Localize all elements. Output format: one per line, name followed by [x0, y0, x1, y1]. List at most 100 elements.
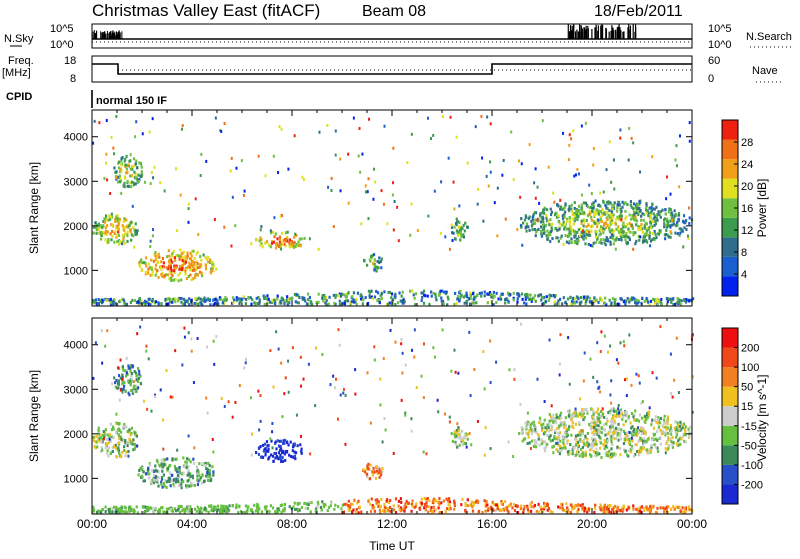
- scatter-cell: [534, 230, 538, 234]
- scatter-cell: [583, 442, 586, 446]
- scatter-cell: [466, 437, 469, 441]
- scatter-cell: [171, 260, 174, 264]
- scatter-cell: [646, 412, 649, 416]
- scatter-cell: [101, 433, 104, 437]
- scatter-cell: [120, 505, 123, 509]
- scatter-cell: [430, 506, 433, 510]
- scatter-cell: [160, 506, 163, 510]
- scatter-cell: [136, 367, 140, 371]
- scatter-cell: [542, 501, 546, 505]
- scatter-cell: [656, 421, 660, 425]
- scatter-cell: [676, 232, 680, 236]
- scatter-cell: [211, 437, 214, 441]
- scatter-cell: [593, 428, 596, 432]
- scatter-cell: [506, 291, 510, 295]
- scatter-cell: [332, 225, 335, 229]
- scatter-cell: [605, 206, 608, 210]
- scatter-cell: [98, 231, 101, 235]
- scatter-cell: [186, 300, 189, 304]
- scatter-cell: [213, 217, 216, 221]
- scatter-cell: [422, 450, 425, 454]
- scatter-cell: [512, 502, 516, 506]
- colorbar-tick-label: 4: [741, 269, 747, 281]
- scatter-cell: [617, 438, 620, 442]
- scatter-cell: [546, 442, 549, 446]
- scatter-cell: [641, 400, 644, 404]
- scatter-cell: [370, 255, 373, 259]
- scatter-cell: [380, 266, 383, 270]
- colorbar-segment: [722, 406, 738, 426]
- scatter-cell: [600, 508, 603, 512]
- scatter-cell: [389, 328, 392, 332]
- scatter-cell: [122, 384, 126, 388]
- scatter-cell: [532, 296, 535, 300]
- scatter-cell: [569, 232, 572, 236]
- scatter-cell: [622, 234, 625, 238]
- scatter-cell: [548, 296, 551, 300]
- scatter-cell: [633, 418, 636, 422]
- scatter-cell: [298, 501, 301, 505]
- scatter-cell: [423, 506, 426, 510]
- scatter-cell: [596, 419, 599, 423]
- scatter-cell: [127, 441, 131, 445]
- scatter-cell: [570, 303, 573, 307]
- scatter-cell: [149, 480, 153, 484]
- scatter-cell: [97, 224, 100, 228]
- scatter-cell: [570, 137, 573, 141]
- scatter-cell: [211, 465, 214, 469]
- scatter-cell: [115, 446, 118, 450]
- scatter-cell: [118, 436, 121, 440]
- scatter-cell: [323, 293, 326, 297]
- scatter-cell: [269, 229, 272, 233]
- scatter-cell: [129, 300, 132, 304]
- scatter-cell: [584, 436, 587, 440]
- scatter-cell: [123, 217, 126, 221]
- scatter-cell: [673, 507, 676, 511]
- scatter-cell: [645, 211, 649, 215]
- scatter-cell: [190, 337, 193, 341]
- scatter-cell: [152, 478, 156, 482]
- scatter-cell: [626, 223, 629, 227]
- power-ylabel: Slant Range [km]: [27, 162, 41, 254]
- scatter-cell: [394, 511, 398, 515]
- scatter-cell: [124, 389, 127, 393]
- scatter-cell: [525, 225, 528, 229]
- scatter-cell: [263, 442, 267, 446]
- scatter-cell: [125, 167, 129, 171]
- scatter-cell: [444, 510, 447, 514]
- scatter-cell: [195, 272, 198, 276]
- scatter-cell: [546, 504, 549, 508]
- scatter-cell: [612, 434, 615, 438]
- scatter-cell: [614, 509, 617, 513]
- scatter-cell: [492, 296, 495, 300]
- scatter-cell: [167, 464, 171, 468]
- scatter-cell: [632, 202, 636, 206]
- scatter-cell: [660, 432, 663, 436]
- scatter-cell: [642, 427, 645, 431]
- scatter-cell: [560, 423, 563, 427]
- scatter-cell: [516, 300, 519, 304]
- scatter-cell: [538, 510, 541, 514]
- scatter-cell: [106, 329, 109, 333]
- scatter-cell: [292, 242, 295, 246]
- scatter-cell: [257, 452, 261, 456]
- scatter-cell: [117, 374, 121, 378]
- scatter-cell: [255, 238, 258, 242]
- scatter-cell: [208, 504, 211, 508]
- scatter-cell: [577, 433, 580, 437]
- scatter-cell: [606, 207, 609, 211]
- scatter-cell: [553, 302, 556, 306]
- scatter-cell: [579, 212, 582, 216]
- scatter-cell: [534, 299, 537, 303]
- scatter-cell: [119, 167, 122, 171]
- scatter-cell: [119, 299, 122, 303]
- scatter-cell: [526, 420, 529, 424]
- scatter-cell: [613, 431, 616, 435]
- scatter-cell: [620, 209, 623, 213]
- scatter-cell: [113, 376, 116, 380]
- scatter-cell: [130, 372, 134, 376]
- scatter-cell: [167, 267, 170, 271]
- scatter-cell: [433, 189, 436, 193]
- scatter-cell: [621, 200, 624, 204]
- scatter-cell: [463, 301, 466, 305]
